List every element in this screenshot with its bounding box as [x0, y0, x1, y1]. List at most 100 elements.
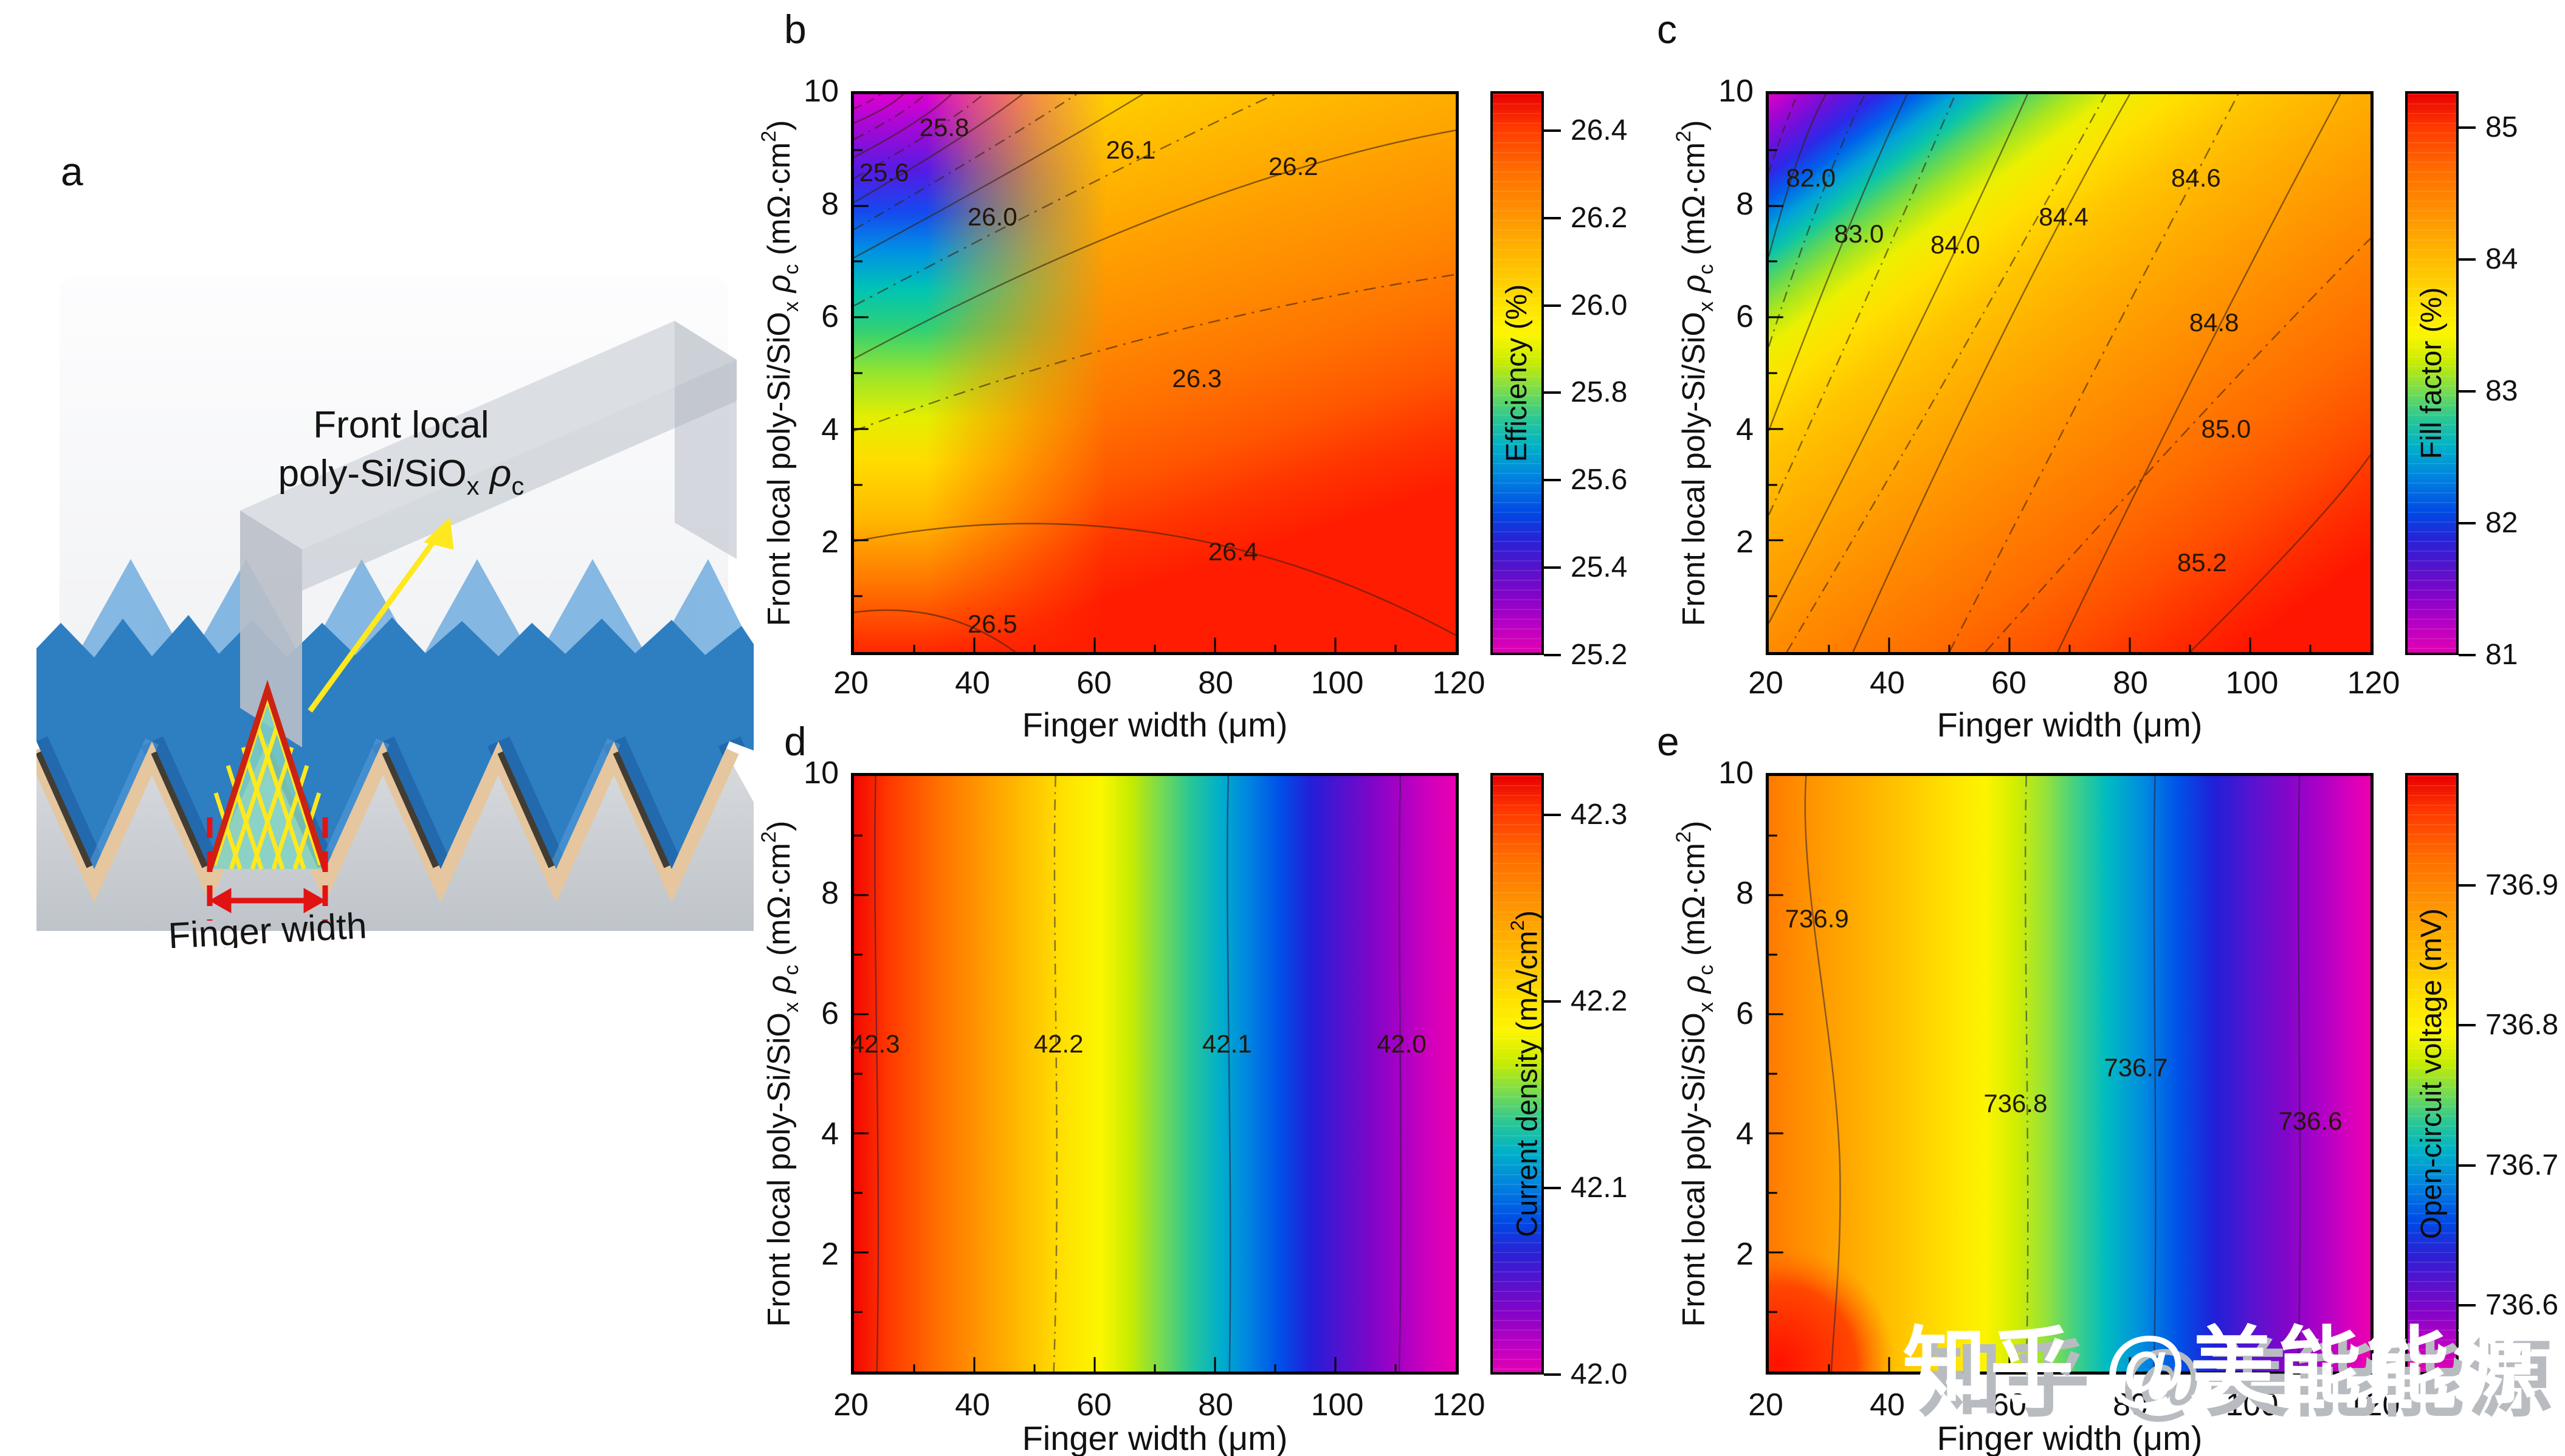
contour-label: 85.0: [2201, 414, 2251, 443]
current-density-colorbar-title: Current density (mA/cm2): [1506, 910, 1544, 1237]
x-axis-ticks-e: 20 40 60 80 100 120: [1729, 1387, 2410, 1423]
colorbar-tick: 84: [2458, 243, 2518, 275]
contour-label: 26.2: [1268, 152, 1318, 181]
tick-label: 120: [2347, 665, 2400, 701]
colorbar-tick: 85: [2458, 111, 2518, 143]
contour-label: 42.3: [850, 1029, 900, 1058]
contour-lines: [1804, 776, 2301, 1372]
tick-label: 20: [833, 1387, 869, 1423]
tick-label: 60: [1076, 1387, 1112, 1423]
efficiency-colorbar-title: Efficiency (%): [1501, 284, 1533, 462]
colorbar-tick: 25.6: [1543, 464, 1628, 496]
colorbar-tick: 81: [2458, 639, 2518, 671]
fill-factor-contour-canvas: [1769, 94, 2370, 652]
contour-label: 42.2: [1033, 1029, 1084, 1058]
y-axis-title-d: Front local poly-Si/SiOx ρc (mΩ·cm2): [757, 820, 804, 1327]
watermark: 知乎 @美能能源: [1902, 1320, 2540, 1413]
tick-label: 2: [821, 1237, 839, 1272]
solar-cell-3d-illustration: Front local poly-Si/SiOx ρc Finger width: [36, 276, 754, 948]
tick-label: 4: [821, 1116, 839, 1152]
tick-label: 40: [955, 665, 990, 701]
y-axis-title-e: Front local poly-Si/SiOx ρc (mΩ·cm2): [1672, 820, 1718, 1327]
tick-label: 6: [821, 299, 839, 334]
contour-label: 84.4: [2039, 202, 2088, 231]
tick-label: 4: [1736, 411, 1754, 447]
current-density-colorbar: [1490, 773, 1544, 1375]
y-axis-ticks-c: 10 8 6 4 2: [1632, 75, 1754, 558]
tick-label: 8: [1736, 876, 1754, 911]
panel-letter-a: a: [61, 149, 83, 194]
voc-colorbar: [2405, 773, 2459, 1375]
contour-label: 82.0: [1786, 163, 1836, 192]
contour-label: 42.1: [1202, 1029, 1252, 1058]
contour-label: 736.8: [1983, 1089, 2048, 1118]
axis-ticks: [854, 834, 1397, 1372]
contour-label: 85.2: [2177, 548, 2227, 577]
colorbar-tick: 26.4: [1543, 114, 1628, 146]
tick-label: 40: [955, 1387, 990, 1423]
colorbar-tick: 26.0: [1543, 289, 1628, 321]
panel-letter-b: b: [784, 7, 807, 52]
contour-label: 26.4: [1208, 537, 1258, 566]
contour-label: 84.0: [1930, 230, 1980, 259]
finger-width-arrow: [208, 888, 326, 913]
finger-bar: [240, 321, 737, 747]
voc-contour-canvas: [1769, 776, 2370, 1372]
tick-label: 8: [821, 876, 839, 911]
tick-label: 40: [1870, 665, 1905, 701]
front-local-label-line1: Front local: [313, 404, 489, 446]
contour-label: 26.1: [1106, 135, 1156, 164]
colorbar-tick: 83: [2458, 375, 2518, 407]
panel-letter-d: d: [784, 719, 807, 764]
contact-highlight-mesh: [207, 679, 328, 870]
colorbar-tick: 42.1: [1543, 1172, 1628, 1204]
efficiency-contour-plot: 25.8 25.6 26.0 26.1 26.2 26.3 26.4 26.5: [851, 91, 1459, 655]
colorbar-tick: 736.7: [2458, 1149, 2559, 1181]
tick-label: 80: [1198, 1387, 1233, 1423]
tick-label: 10: [804, 74, 839, 109]
tick-label: 20: [833, 665, 869, 701]
tick-label: 100: [2225, 1387, 2279, 1423]
tick-label: 60: [1991, 1387, 2026, 1423]
x-axis-ticks-c: 20 40 60 80 100 120: [1729, 665, 2410, 701]
tick-label: 2: [1736, 1237, 1754, 1272]
contour-label: 26.5: [967, 610, 1017, 639]
tick-label: 40: [1870, 1387, 1905, 1423]
finger-width-guides: [207, 817, 328, 921]
contour-label: 84.6: [2171, 163, 2221, 192]
voc-colorbar-title: Open-circuit voltage (mV): [2415, 908, 2448, 1240]
contour-lines: [1769, 94, 2370, 652]
contour-label: 84.8: [2189, 308, 2239, 337]
contour-label: 25.6: [859, 157, 909, 187]
contour-label: 25.8: [919, 113, 969, 142]
colorbar-tick: 42.3: [1543, 798, 1628, 831]
contour-label: 736.9: [1785, 904, 1849, 933]
y-axis-title-b: Front local poly-Si/SiOx ρc (mΩ·cm2): [757, 120, 804, 627]
x-axis-ticks-d: 20 40 60 80 100 120: [814, 1387, 1495, 1423]
axis-ticks: [854, 149, 1397, 652]
tick-label: 60: [1076, 665, 1112, 701]
tick-label: 6: [1736, 299, 1754, 334]
tick-label: 80: [2113, 665, 2148, 701]
tick-label: 100: [1310, 1387, 1364, 1423]
contour-label: 736.6: [2278, 1107, 2343, 1136]
tick-label: 6: [821, 996, 839, 1031]
colorbar-tick: 26.2: [1543, 202, 1628, 234]
current-density-contour-canvas: [854, 776, 1456, 1372]
fill-factor-colorbar: [2405, 91, 2459, 655]
x-axis-title-e: Finger width (μm): [1937, 1419, 2203, 1456]
contour-label: 83.0: [1834, 219, 1884, 248]
tick-label: 4: [821, 411, 839, 447]
tick-label: 80: [2113, 1387, 2148, 1423]
tick-label: 10: [1718, 755, 1754, 791]
colorbar-tick: 42.2: [1543, 985, 1628, 1017]
panel-letter-e: e: [1657, 719, 1679, 764]
current-density-contour-plot: 42.3 42.2 42.1 42.0: [850, 773, 1459, 1375]
colorbar-tick: 82: [2458, 507, 2518, 539]
tick-label: 100: [1310, 665, 1364, 701]
y-axis-ticks-b: 10 8 6 4 2: [717, 75, 839, 558]
axis-ticks: [1769, 834, 2312, 1372]
open-circuit-voltage-contour-plot: 736.9 736.8 736.7 736.6: [1766, 773, 2374, 1375]
tick-label: 4: [1736, 1116, 1754, 1152]
